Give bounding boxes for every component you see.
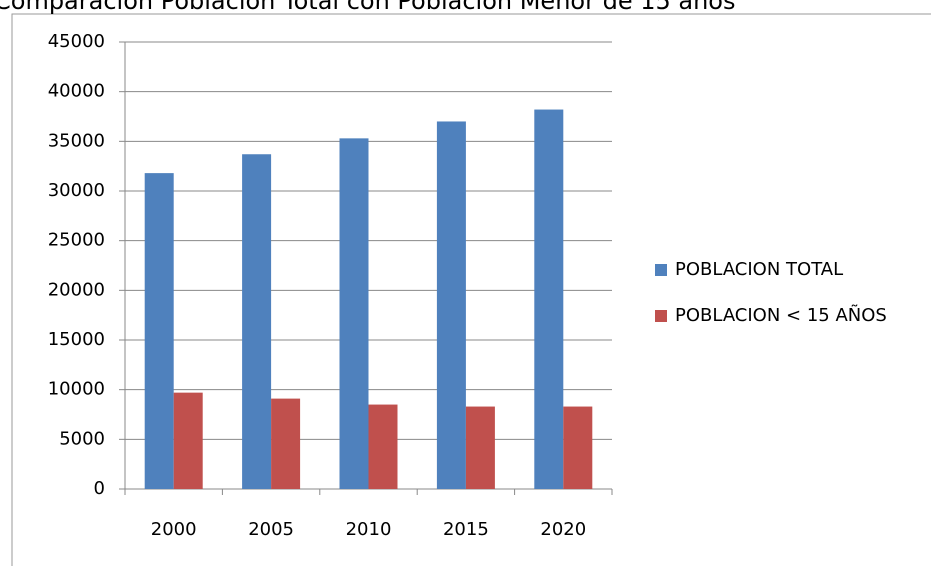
legend-label: POBLACION TOTAL [675,259,843,280]
legend-label: POBLACION < 15 AÑOS [675,304,887,326]
y-tick-label: 40000 [48,81,105,102]
bar [144,173,174,489]
bar [173,392,203,489]
bar [465,406,495,489]
x-tick-label: 2010 [346,519,392,540]
y-tick-label: 20000 [48,279,105,300]
x-tick-label: 2000 [151,519,197,540]
y-tick-label: 5000 [59,428,105,449]
x-tick-label: 2020 [540,519,586,540]
bar [368,404,398,489]
bar [339,138,369,489]
y-tick-label: 15000 [48,329,105,350]
x-tick-label: 2015 [443,519,489,540]
y-tick-label: 25000 [48,230,105,251]
bar [242,154,272,489]
y-tick-label: 0 [94,478,105,499]
x-tick-label: 2005 [248,519,294,540]
bar [436,121,466,489]
y-tick-label: 10000 [48,379,105,400]
y-tick-label: 30000 [48,180,105,201]
bar [534,109,564,490]
chart-frame [11,13,931,566]
legend-swatch [655,264,667,276]
chart-title: Comparación Población Total con Població… [0,0,735,15]
y-tick-label: 35000 [48,130,105,151]
legend-swatch [655,310,667,322]
bar [271,398,301,489]
bar [563,406,593,489]
y-tick-label: 45000 [48,31,105,52]
